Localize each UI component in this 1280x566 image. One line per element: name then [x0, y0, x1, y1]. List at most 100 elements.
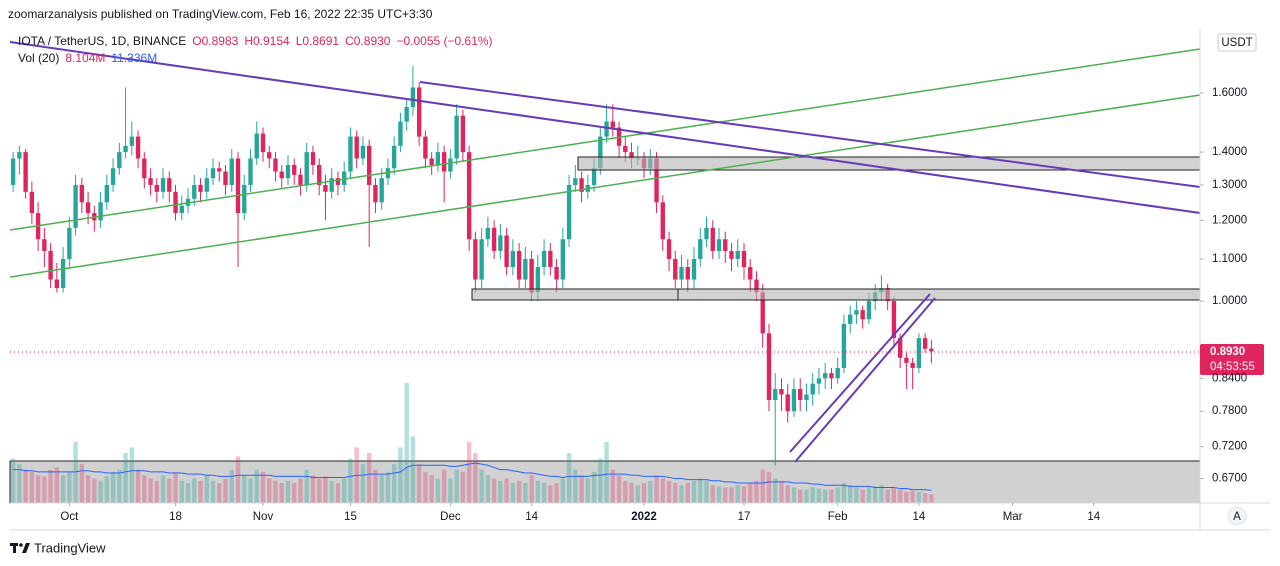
ohlc-value: H0.9154: [244, 34, 290, 48]
volume-bar: [629, 483, 634, 503]
x-tick-label: Feb: [828, 511, 848, 523]
candle-body: [779, 389, 784, 395]
candle-body: [354, 136, 359, 159]
volume-bar: [523, 483, 528, 503]
candle-body: [98, 202, 103, 221]
volume-bar: [360, 464, 366, 503]
candle-body: [691, 258, 697, 280]
candle-body: [154, 184, 159, 192]
volume-bar: [329, 480, 334, 503]
volume-bar: [173, 471, 178, 503]
volume-bar: [648, 480, 653, 503]
candle-body: [317, 164, 322, 185]
trend-line: [9, 41, 1201, 214]
candle-body: [292, 164, 297, 175]
zone-rect: [9, 460, 1201, 504]
candle-body: [323, 184, 328, 192]
volume-bar: [410, 436, 416, 503]
volume-pane: [10, 383, 934, 503]
x-tick-label: Nov: [253, 511, 274, 523]
volume-bar: [104, 476, 110, 503]
candle-body: [673, 258, 678, 280]
volume-bar: [698, 478, 703, 503]
volume-bar: [766, 471, 772, 503]
candle-body: [260, 133, 266, 153]
candle-body: [785, 394, 790, 412]
candle-body: [766, 333, 772, 400]
volume-bar: [117, 469, 122, 503]
volume-bar: [92, 478, 97, 503]
volume-bar: [385, 471, 391, 503]
candle-body: [435, 152, 441, 165]
volume-bar: [35, 475, 41, 503]
volume-bar: [516, 480, 522, 503]
candle-body: [541, 250, 547, 268]
candle-body: [217, 168, 222, 172]
volume-bar: [454, 469, 459, 503]
candle-body: [79, 184, 85, 203]
candle-body: [798, 389, 803, 400]
symbol: IOTA / TetherUS, 1D, BINANCE: [18, 34, 186, 48]
volume-bar: [748, 483, 753, 503]
volume-bar: [810, 487, 815, 503]
candle-body: [929, 348, 934, 352]
candle-body: [398, 121, 403, 146]
candle-body: [335, 178, 341, 185]
candle-body: [591, 168, 597, 185]
y-tick-label: 1.0000: [1212, 295, 1247, 307]
candle-body: [748, 267, 753, 280]
scale-mode-button[interactable]: [1227, 506, 1247, 526]
candle-body: [342, 171, 347, 185]
volume-bar: [335, 483, 341, 503]
candle-body: [242, 184, 247, 214]
candle-body: [679, 267, 684, 280]
volume-bar: [79, 464, 85, 503]
price-tag: [1200, 344, 1264, 375]
volume-bar: [242, 475, 247, 503]
volume-bar: [660, 478, 665, 503]
currency: USDT: [1221, 37, 1252, 49]
volume-value: 8.104M: [65, 51, 105, 65]
candle-body: [579, 178, 584, 192]
candle-body: [73, 184, 78, 228]
volume-bar: [504, 478, 509, 503]
volume-legend: Vol (20) 8.104M 11.336M: [18, 51, 157, 65]
y-tick-label: 0.7200: [1212, 441, 1247, 453]
candle-body: [841, 323, 847, 368]
volume-ma-line: [13, 462, 932, 491]
candle-body: [491, 227, 497, 251]
volume-bar: [548, 485, 553, 503]
brand-logo: [10, 543, 30, 553]
candle-body: [904, 357, 909, 363]
volume-bar: [235, 456, 241, 503]
y-tick-label: 1.2000: [1212, 214, 1247, 226]
volume-bar: [229, 469, 234, 503]
candle-body: [404, 107, 409, 122]
currency-badge[interactable]: [1217, 33, 1257, 52]
volume-bar: [292, 483, 297, 503]
volume-bar: [217, 483, 222, 503]
candle-body: [429, 158, 434, 165]
volume-bar: [816, 488, 822, 503]
x-tick-label: 18: [169, 511, 182, 523]
candle-body: [910, 362, 915, 368]
volume-bar: [48, 469, 53, 503]
y-tick-label: 1.4000: [1212, 146, 1247, 158]
candle-body: [510, 250, 516, 268]
candle-body: [604, 121, 609, 137]
volume-bar: [110, 471, 116, 503]
candle-body: [360, 145, 366, 159]
candle-body: [85, 202, 91, 214]
x-tick-label: 14: [1087, 511, 1100, 523]
overlay-drawings: [9, 41, 1201, 463]
trend-line: [9, 94, 1201, 278]
candle-body: [423, 136, 428, 159]
volume-bar: [535, 480, 541, 503]
volume-bar: [10, 458, 16, 503]
volume-bar: [423, 471, 428, 503]
volume-bar: [17, 464, 22, 503]
candle-body: [773, 389, 778, 400]
candle-body: [704, 227, 709, 240]
volume-bar: [29, 471, 35, 503]
candle-body: [10, 158, 16, 185]
